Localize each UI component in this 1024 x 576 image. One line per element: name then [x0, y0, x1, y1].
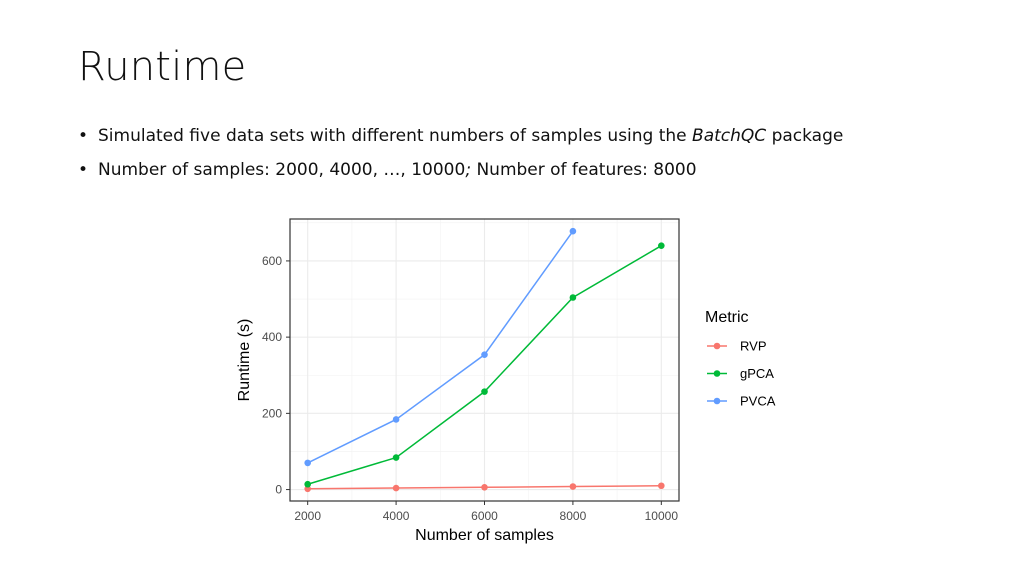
slide-title: Runtime [78, 44, 247, 90]
x-tick-label: 8000 [560, 509, 587, 523]
y-axis-title: Runtime (s) [236, 319, 253, 402]
bullet-text-italic: BatchQC [692, 126, 767, 146]
data-point-rvp [658, 482, 665, 490]
grid-layer [290, 219, 679, 501]
y-tick-label: 600 [262, 254, 282, 268]
legend-key-point-pvca [713, 397, 721, 405]
data-point-gpca [304, 480, 311, 488]
series-layer [304, 227, 665, 493]
y-tick-label: 0 [275, 483, 282, 497]
legend-label-pvca: PVCA [740, 394, 776, 409]
data-point-pvca [304, 459, 311, 467]
bullet-item: • Number of samples: 2000, 4000, …, 10000… [78, 153, 843, 187]
data-point-rvp [569, 483, 577, 490]
bullet-item: • Simulated five data sets with different… [78, 119, 843, 153]
data-point-pvca [569, 227, 577, 235]
data-point-rvp [304, 485, 311, 493]
legend-title: Metric [705, 309, 749, 326]
data-point-pvca [392, 416, 400, 423]
bullet-text-prefix: Number of samples: 2000, 4000, …, 10000 [98, 160, 466, 180]
axis-layer: 2000 4000 6000 8000 10000 0 200 400 600 [262, 254, 678, 523]
legend-label-rvp: RVP [740, 339, 767, 354]
data-point-gpca [569, 294, 577, 301]
bullet-text-prefix: Simulated five data sets with different … [98, 126, 693, 146]
x-axis-title: Number of samples [415, 527, 554, 544]
x-tick-label: 4000 [383, 509, 410, 523]
legend-key-point-rvp [713, 342, 721, 350]
bullet-list: • Simulated five data sets with different… [78, 119, 843, 187]
y-tick-label: 200 [262, 406, 282, 420]
data-point-rvp [481, 483, 488, 491]
data-point-rvp [392, 484, 400, 492]
x-tick-label: 6000 [471, 509, 498, 523]
bullet-text-suffix: package [766, 126, 844, 146]
bullet-dot: • [78, 126, 89, 146]
series-line-pvca [307, 230, 574, 464]
legend-key-point-gpca [713, 370, 721, 377]
y-tick-label: 400 [262, 330, 282, 344]
legend: Metric RVP gPCA PVCA [705, 309, 776, 409]
data-point-gpca [392, 454, 400, 461]
data-point-pvca [481, 351, 488, 358]
x-tick-label: 2000 [294, 509, 321, 523]
data-point-gpca [658, 242, 665, 249]
bullet-dot: • [78, 160, 89, 180]
x-tick-label: 10000 [645, 509, 679, 523]
bullet-text-italic: ; [465, 160, 472, 180]
bullet-text-suffix: Number of features: 8000 [471, 160, 697, 180]
legend-label-gpca: gPCA [740, 366, 774, 381]
data-point-gpca [481, 388, 488, 395]
